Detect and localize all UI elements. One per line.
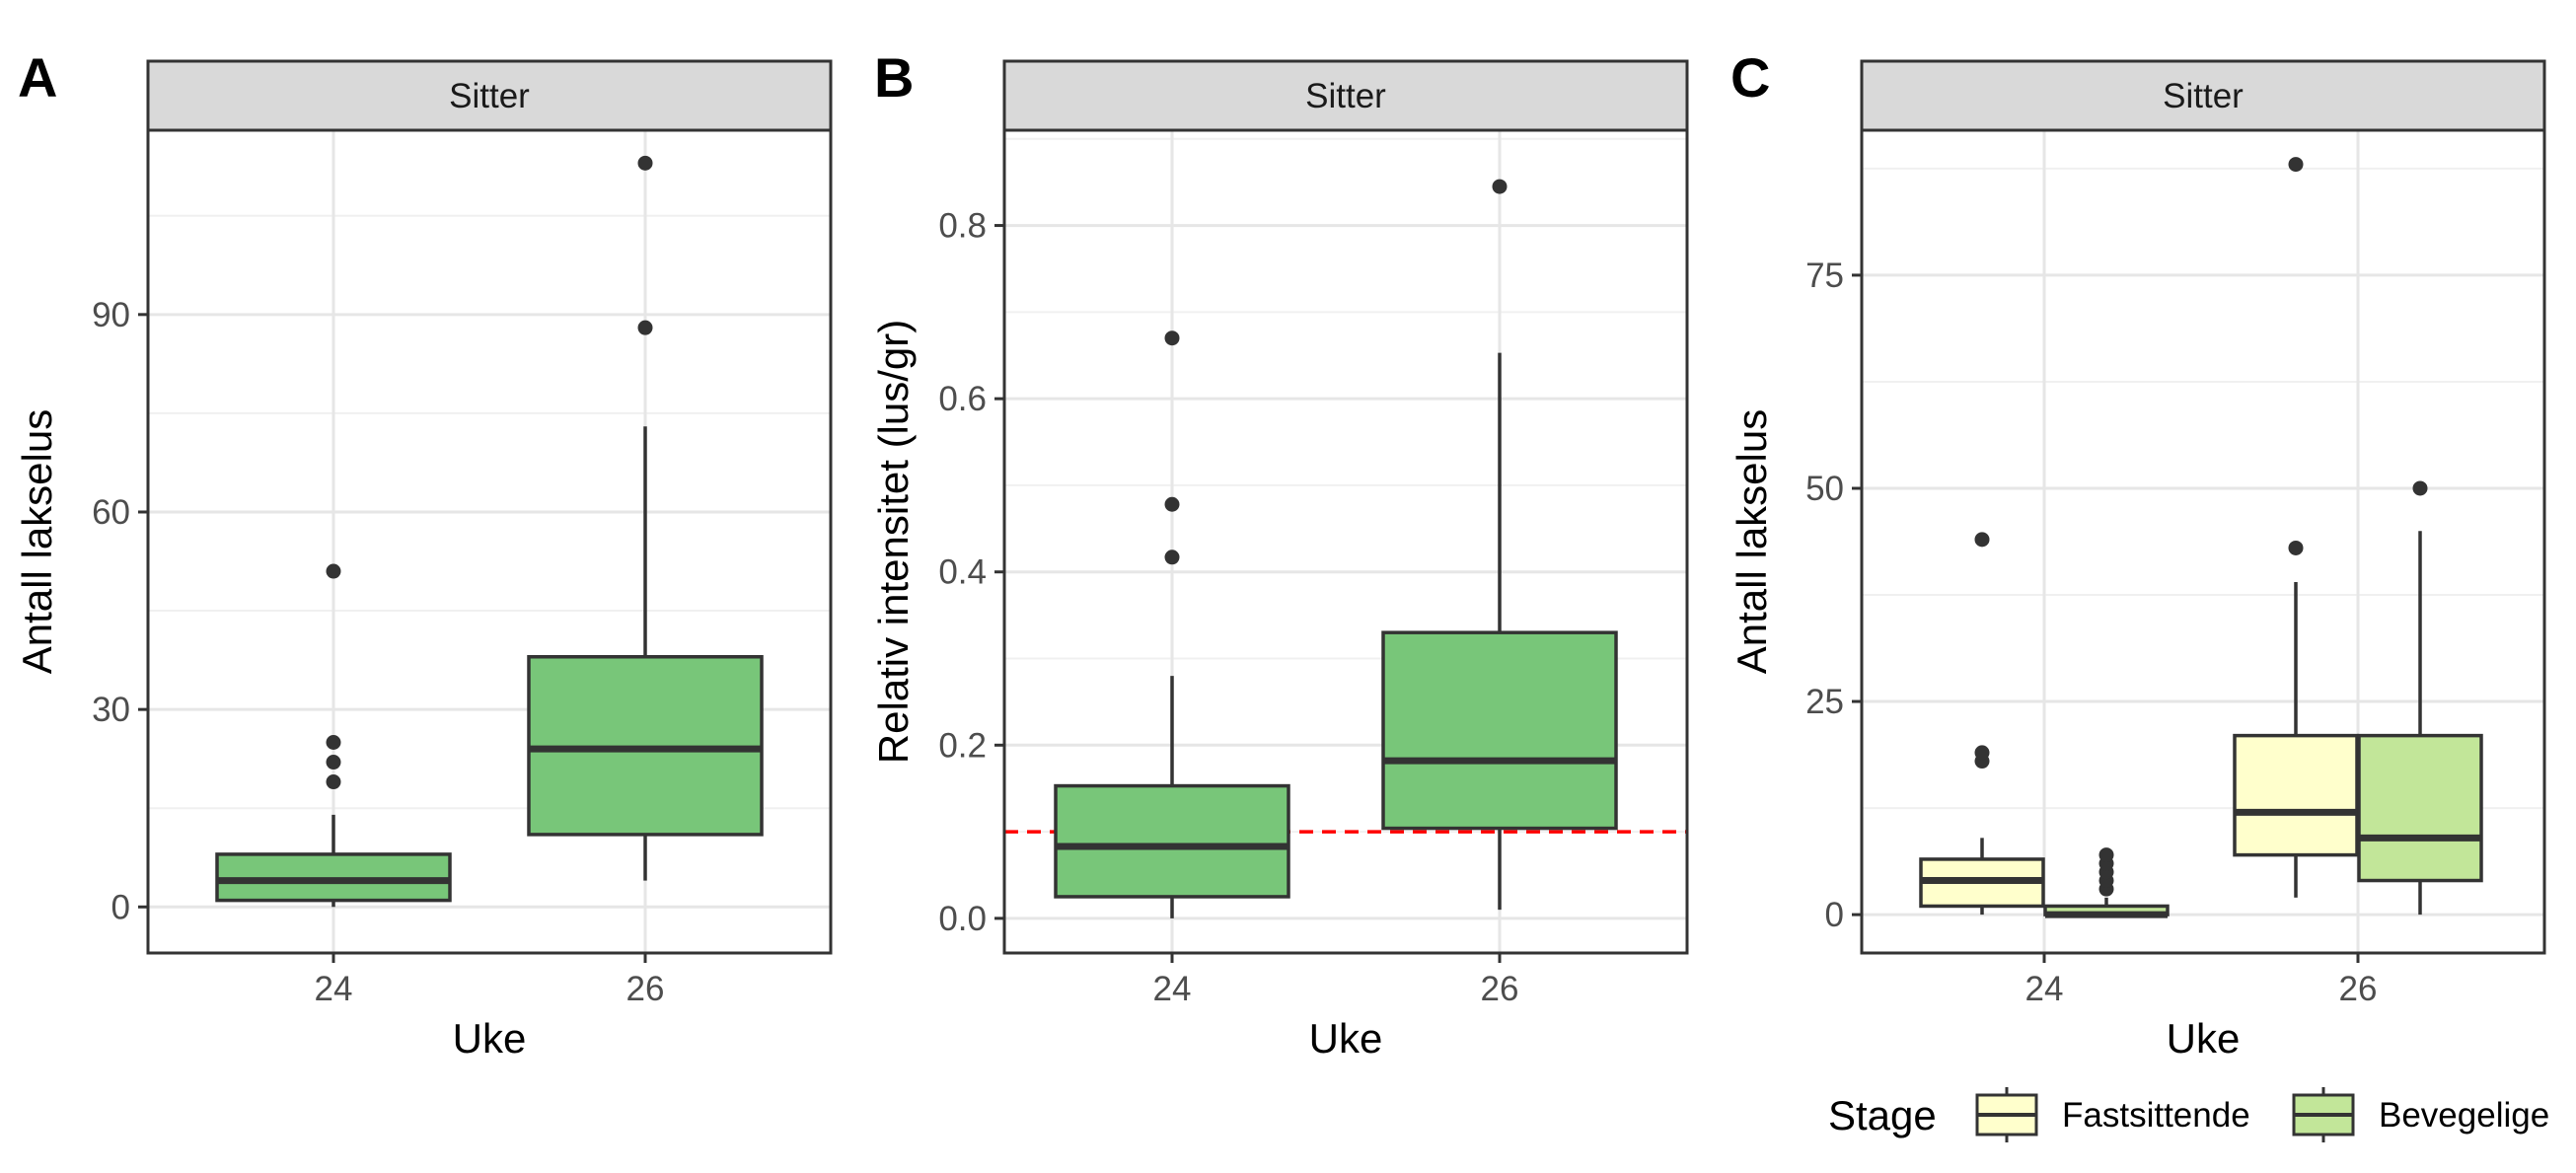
x-tick-label: 24	[2025, 970, 2064, 1008]
outlier-point	[2412, 480, 2428, 496]
outlier-point	[326, 563, 341, 579]
y-tick-label: 0.4	[938, 553, 987, 592]
y-tick-label: 0	[1825, 896, 1844, 934]
y-axis-title: Relativ intensitet (lus/gr)	[870, 320, 917, 765]
legend: Stage Fastsittende Bevegelige	[1828, 1087, 2549, 1142]
box-bevegelige-uke-24	[2043, 847, 2170, 918]
outlier-point	[1974, 745, 1990, 761]
strip-background	[1002, 59, 1689, 132]
y-tick-label: 90	[92, 296, 130, 334]
y-tick-label: 0.0	[938, 900, 987, 938]
legend-key-bevegelige	[2292, 1087, 2355, 1142]
strip-label: Sitter	[2163, 77, 2244, 115]
y-tick-label: 0.6	[938, 380, 987, 418]
strip-label: Sitter	[1305, 77, 1386, 115]
panel-label: A	[18, 46, 57, 109]
x-tick-label: 26	[626, 970, 665, 1008]
legend-key-fastsittende	[1975, 1087, 2038, 1142]
outlier-point	[637, 320, 653, 335]
outlier-point	[1974, 532, 1990, 548]
box-main-uke-26	[527, 155, 764, 881]
legend-label: Bevegelige	[2379, 1096, 2549, 1135]
box-body	[1381, 630, 1618, 831]
outlier-point	[2288, 157, 2304, 173]
outlier-point	[1164, 550, 1180, 565]
box-body	[2357, 733, 2483, 883]
outlier-point	[2098, 847, 2114, 863]
box-fastsittende-uke-24	[1919, 532, 2045, 916]
strip-label: Sitter	[449, 77, 530, 115]
y-tick-label: 60	[92, 493, 130, 532]
box-body	[2233, 733, 2359, 857]
y-tick-label: 30	[92, 691, 130, 729]
y-tick-label: 50	[1805, 470, 1844, 508]
x-axis-title: Uke	[2167, 1015, 2241, 1062]
x-tick-label: 26	[2339, 970, 2378, 1008]
panel-label: C	[1730, 46, 1770, 109]
box-main-uke-24	[215, 563, 452, 908]
box-fastsittende-uke-26	[2233, 157, 2359, 898]
legend-title: Stage	[1828, 1092, 1937, 1138]
strip-background	[1860, 59, 2546, 132]
panel-label: B	[874, 46, 914, 109]
y-axis-title: Antall lakselus	[14, 409, 60, 674]
x-tick-label: 26	[1481, 970, 1519, 1008]
outlier-point	[326, 774, 341, 790]
outlier-point	[1164, 496, 1180, 512]
strip-background	[146, 59, 833, 132]
panel-b: B Sitter 0.0 0.2 0.4 0.6 0.8 24 26 Uke Relativ int…	[870, 46, 1689, 1062]
y-tick-label: 25	[1805, 683, 1844, 721]
x-tick-label: 24	[1153, 970, 1192, 1008]
y-tick-label: 0.2	[938, 726, 987, 765]
y-tick-label: 0	[111, 888, 130, 926]
y-tick-label: 75	[1805, 257, 1844, 295]
outlier-point	[326, 734, 341, 750]
box-body	[1054, 783, 1290, 899]
legend-label: Fastsittende	[2062, 1096, 2250, 1135]
box-main-uke-26	[1381, 179, 1618, 911]
outlier-point	[326, 755, 341, 770]
box-bevegelige-uke-26	[2357, 480, 2483, 916]
outlier-point	[2288, 540, 2304, 555]
x-tick-label: 24	[315, 970, 353, 1008]
x-axis-title: Uke	[1309, 1015, 1383, 1062]
panel-a: A Sitter 0 30 60 90 24 26 Uke Antall lakselus	[14, 46, 833, 1062]
outlier-point	[1164, 330, 1180, 346]
y-tick-label: 0.8	[938, 207, 987, 246]
y-axis-title: Antall lakselus	[1729, 409, 1775, 674]
x-axis-title: Uke	[453, 1015, 527, 1062]
outlier-point	[637, 155, 653, 171]
outlier-point	[1492, 179, 1508, 194]
box-main-uke-24	[1054, 330, 1290, 918]
panel-c: C Sitter 0 25 50 75 24 26 Uke Antall lakselus Stag…	[1729, 46, 2549, 1142]
